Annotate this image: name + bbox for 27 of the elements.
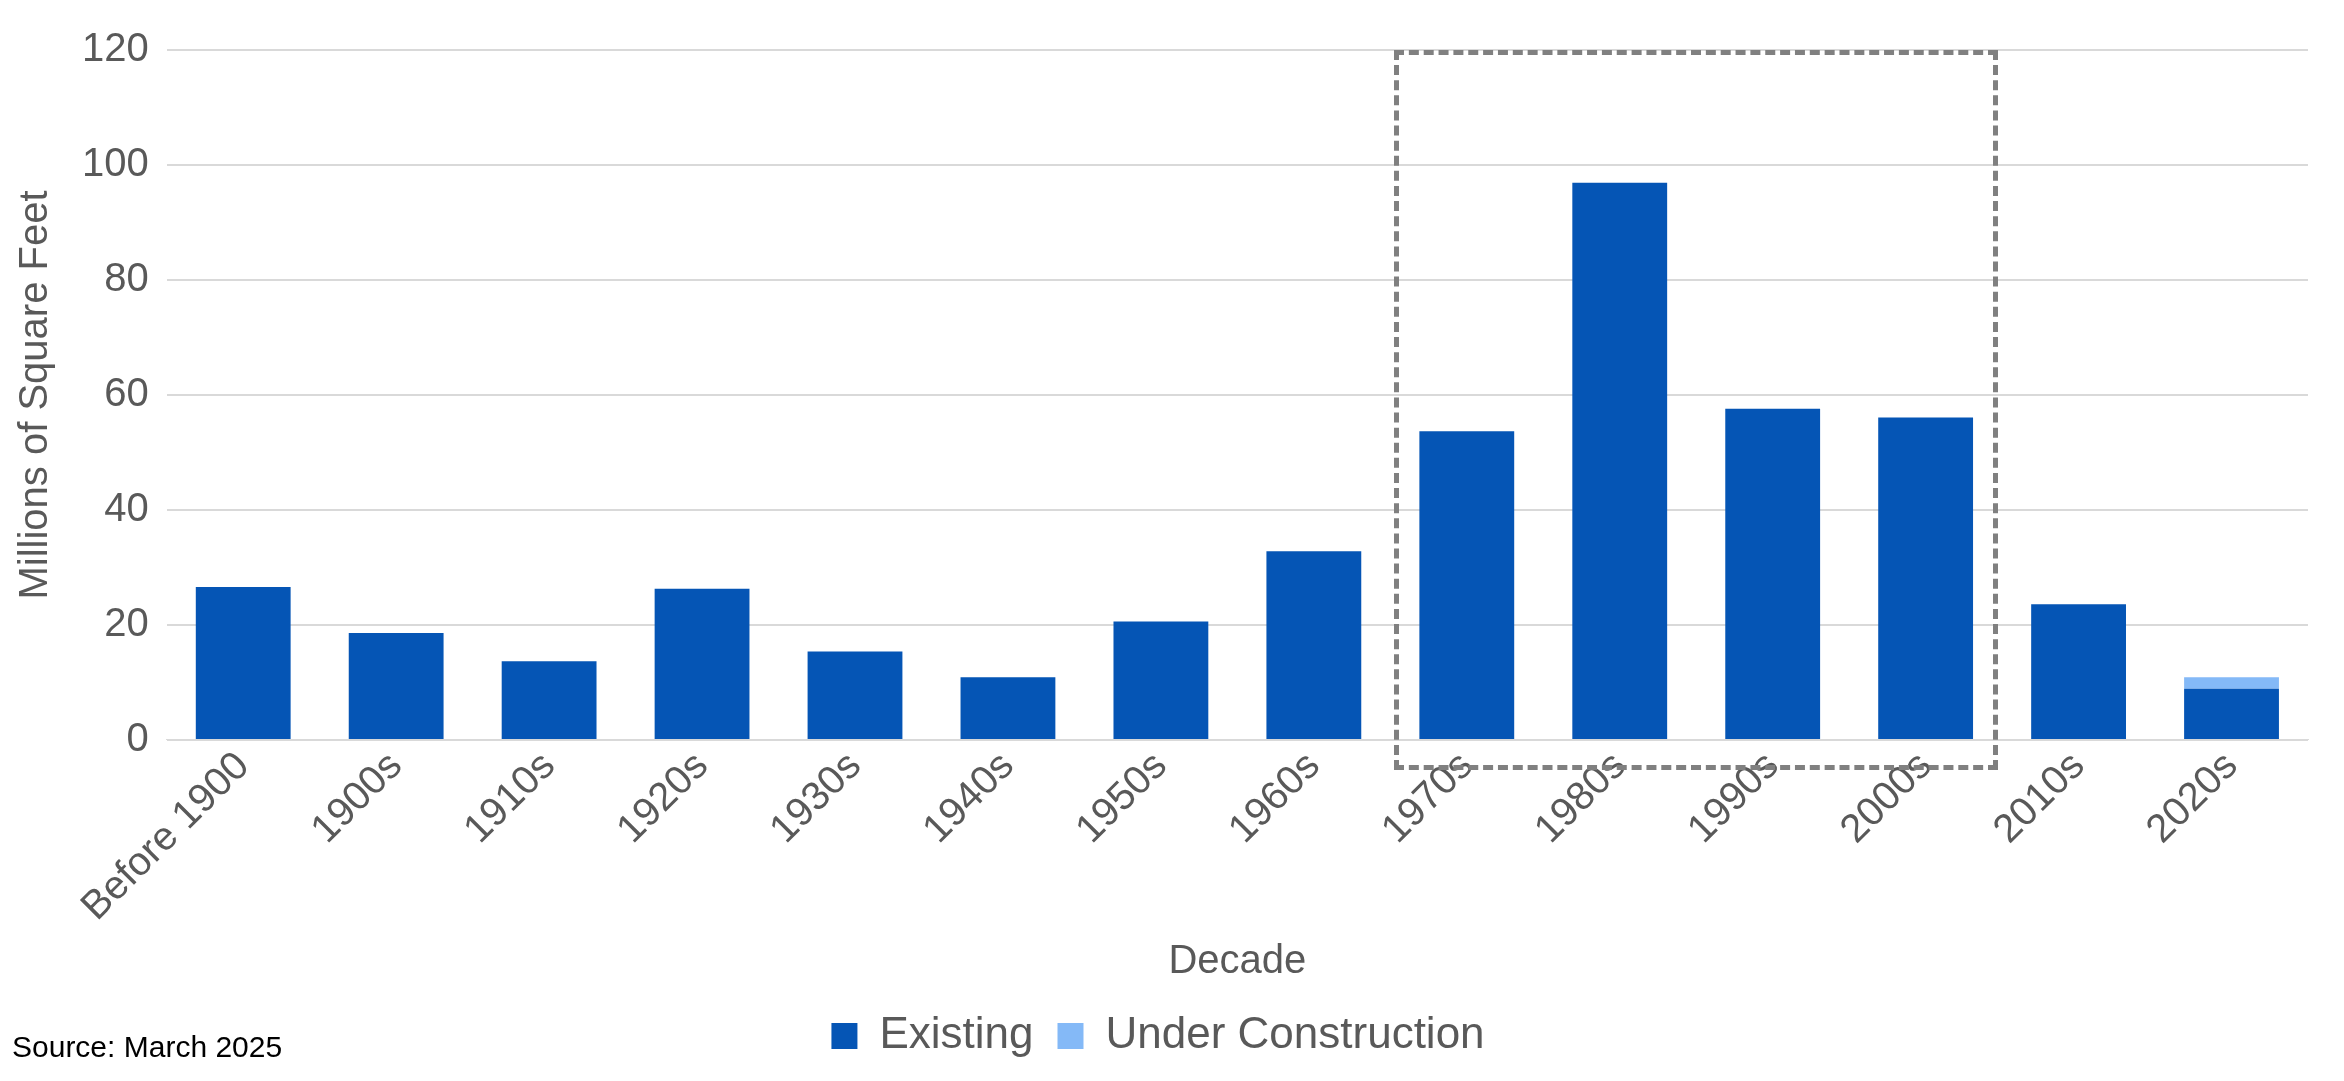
- y-tick-label: 20: [104, 599, 149, 644]
- y-tick-label: 80: [104, 255, 149, 300]
- bar: [654, 588, 750, 739]
- bar: [1878, 417, 1974, 739]
- source-note: Source: March 2025: [12, 1030, 283, 1064]
- legend-label: Under Construction: [1105, 1008, 1485, 1058]
- y-axis-title: Millions of Square Feet: [11, 190, 56, 600]
- bar: [1113, 621, 1209, 739]
- bar: [1572, 182, 1668, 739]
- bar: [1419, 431, 1515, 739]
- y-tick-label: 0: [126, 714, 149, 759]
- y-tick-label: 120: [81, 25, 149, 70]
- bar: [501, 661, 597, 739]
- bar: [195, 587, 291, 739]
- x-axis-title: Decade: [1168, 937, 1307, 982]
- bar: [348, 633, 444, 739]
- bar: [2031, 604, 2126, 739]
- bar: [1266, 551, 1362, 739]
- bar: [2184, 688, 2279, 739]
- bar: [807, 651, 903, 739]
- bar: [2184, 677, 2279, 689]
- y-tick-label: 100: [81, 140, 149, 185]
- bar: [1725, 408, 1821, 739]
- y-tick-label: 40: [104, 484, 149, 529]
- legend-label: Existing: [879, 1008, 1034, 1058]
- y-tick-label: 60: [104, 370, 149, 414]
- bar: [960, 677, 1056, 739]
